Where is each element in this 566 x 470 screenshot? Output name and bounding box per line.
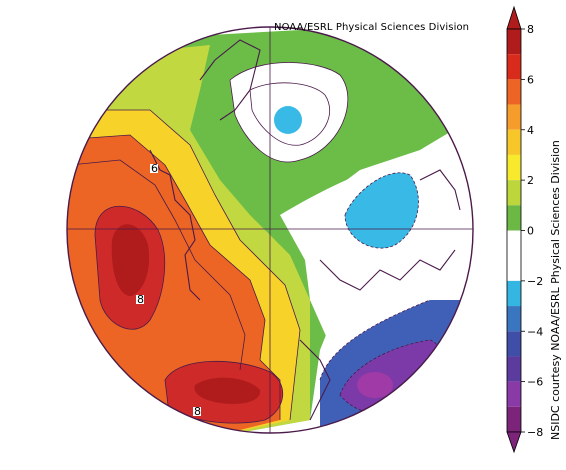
colorbar-segment [507,255,521,281]
credit-side: NSIDC courtesy NOAA/ESRL Physical Scienc… [549,140,562,440]
contour-label: 6 [151,162,158,175]
colorbar-tick-label: −6 [527,376,543,389]
colorbar-segment [507,331,521,357]
colorbar-tick-label: −2 [527,275,543,288]
colorbar-tick-label: 0 [527,225,534,238]
colorbar-segment [507,381,521,407]
colorbar-segment [507,406,521,432]
colorbar-segment [507,104,521,130]
colorbar-segment [507,356,521,382]
colorbar-arrow-bottom [506,431,522,454]
credit-top: NOAA/ESRL Physical Sciences Division [274,22,470,33]
colorbar-segment [507,306,521,332]
region-cyan-north [274,106,302,134]
colorbar-segment [507,129,521,155]
colorbar-segment [507,79,521,105]
colorbar-segment [507,29,521,55]
contour-labels: 6 8 8 [136,162,201,418]
colorbar-tick-label: 2 [527,174,534,187]
colorbar-tick-label: −8 [527,426,543,439]
colorbar-tick-label: −4 [527,325,543,338]
region-magenta-southeast [357,372,393,398]
colorbar-tick-label: 8 [527,23,534,36]
graticule [67,27,473,433]
contour-label: 8 [194,405,201,418]
region-red-south-deep [194,377,261,404]
contour-label: 8 [137,293,144,306]
colorbar: 8 6 4 2 0 −2 −4 −6 −8 [506,5,543,454]
colorbar-segment [507,180,521,206]
colorbar-segment [507,280,521,307]
colorbar-segment [507,54,521,80]
colorbar-arrow-top [506,5,522,30]
colorbar-segment [507,154,521,181]
coastlines [149,39,461,421]
colorbar-segment [507,205,521,231]
colorbar-tick-label: 4 [527,124,534,137]
colorbar-tick-label: 6 [527,73,534,86]
colorbar-segment [507,230,521,256]
region-red-west-deep [111,224,150,297]
map-border [66,26,474,434]
